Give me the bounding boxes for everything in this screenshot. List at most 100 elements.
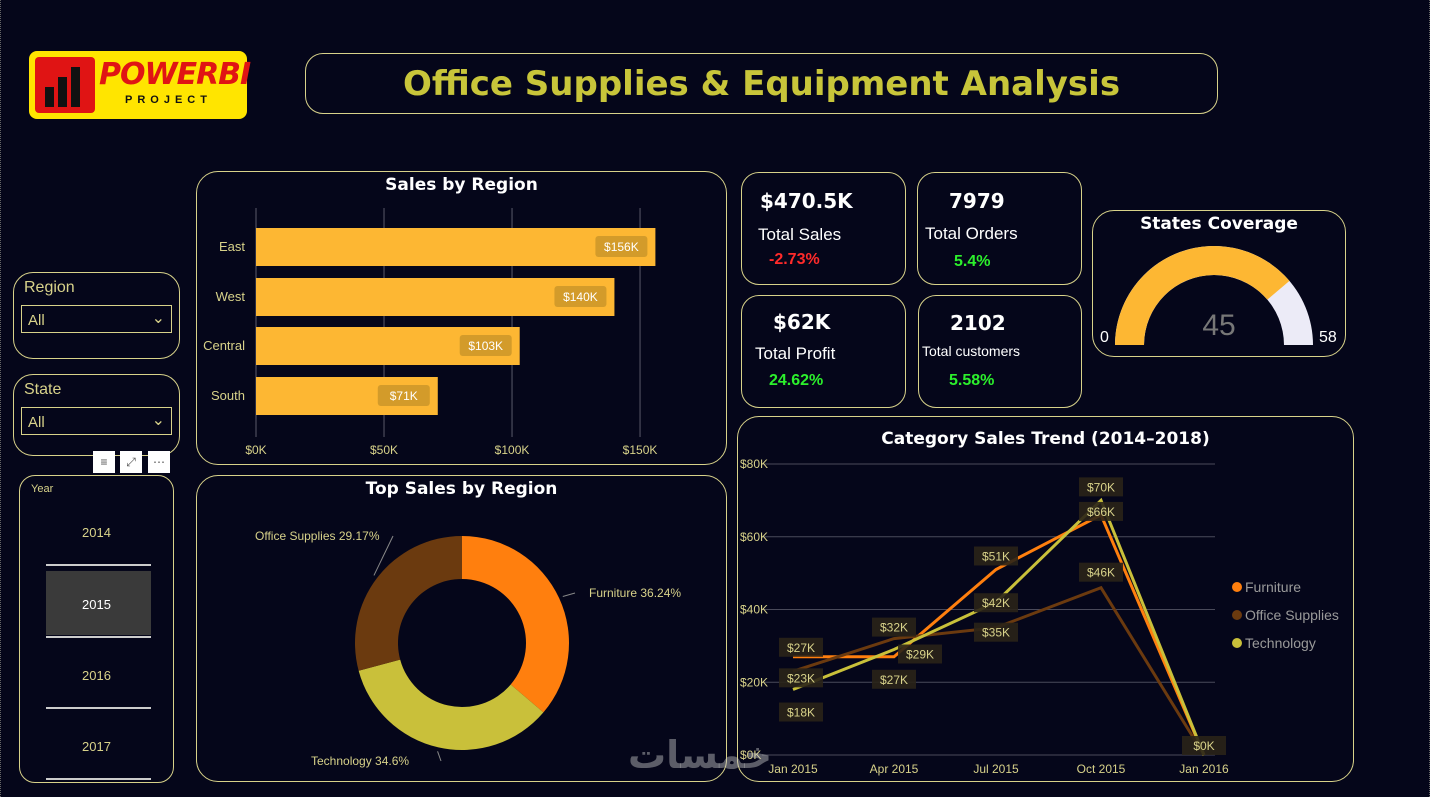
category-trend-chart: $0K $20K $40K $60K $80K Jan 2015 Apr 2015 Jul 2… — [740, 457, 1339, 776]
kpi-total-customers: 2102 Total customers 5.58% — [918, 295, 1082, 408]
bar-value-label-bg — [377, 385, 430, 406]
bar-x-tick: $100K — [495, 443, 530, 457]
year-item-2017[interactable]: 2017 — [82, 739, 111, 754]
donut-slice-office-supplies — [355, 536, 462, 671]
line-y-tick: $40K — [740, 603, 768, 617]
legend-marker — [1232, 638, 1242, 648]
legend-item-office-supplies: Office Supplies — [1245, 607, 1339, 623]
gauge-max: 58 — [1319, 329, 1337, 346]
line-data-label-bg — [1079, 501, 1123, 521]
donut-leader-line — [562, 592, 576, 597]
kpi-total-sales-delta: -2.73% — [769, 251, 820, 268]
line-x-tick: Jul 2015 — [973, 762, 1019, 776]
focus-mode-icon[interactable]: ⤢ — [120, 451, 142, 473]
line-data-label: $35K — [982, 626, 1010, 640]
state-dropdown[interactable]: All ⌄ — [21, 407, 172, 435]
donut-leader-line — [373, 535, 394, 576]
donut-slice-label: Technology 34.6% — [311, 754, 409, 768]
year-divider — [46, 778, 151, 780]
category-trend-card: Category Sales Trend (2014–2018) $0K $20K… — [737, 416, 1354, 782]
state-slicer-label: State — [24, 381, 62, 398]
logo-chart-icon — [35, 57, 95, 113]
year-divider — [46, 564, 151, 566]
legend-item-furniture: Furniture — [1245, 579, 1301, 595]
line-data-label-bg — [974, 593, 1018, 613]
bar-value-label-bg — [595, 236, 648, 257]
line-data-label-bg — [1182, 736, 1226, 755]
kpi-total-orders-delta: 5.4% — [954, 253, 991, 270]
bar-category-label: East — [219, 239, 245, 254]
logo: POWERBI PROJECT — [29, 51, 251, 119]
more-options-icon[interactable]: ⋯ — [148, 451, 170, 473]
year-item-2014[interactable]: 2014 — [82, 525, 111, 540]
line-data-label: $29K — [906, 648, 934, 662]
kpi-total-profit-value: $62K — [773, 310, 831, 334]
filter-icon[interactable]: ≡ — [93, 451, 115, 473]
gauge-min: 0 — [1100, 329, 1109, 346]
bar-value-label: $103K — [468, 339, 503, 353]
kpi-total-sales-label: Total Sales — [758, 225, 842, 244]
line-series-furniture — [793, 512, 1206, 756]
kpi-total-sales-value: $470.5K — [760, 189, 853, 213]
top-sales-donut: Furniture 36.24% Technology 34.6% Office S… — [255, 529, 681, 768]
bar-x-tick: $50K — [370, 443, 398, 457]
kpi-total-orders-value: 7979 — [949, 189, 1005, 213]
legend-item-technology: Technology — [1245, 635, 1316, 651]
line-data-label-bg — [779, 668, 823, 688]
line-data-label: $46K — [1087, 566, 1115, 580]
line-x-tick: Jan 2016 — [1179, 762, 1229, 776]
top-sales-title: Top Sales by Region — [365, 479, 558, 499]
top-sales-card: Top Sales by Region Furniture 36.24% Tech… — [196, 475, 727, 782]
kpi-total-customers-value: 2102 — [950, 311, 1006, 335]
bar-category-label: Central — [203, 338, 245, 353]
legend-marker — [1232, 610, 1242, 620]
gauge-value: 45 — [1202, 309, 1236, 342]
donut-leader-line — [437, 751, 442, 762]
kpi-total-orders-label: Total Orders — [925, 224, 1018, 243]
bar-value-label: $140K — [563, 290, 598, 304]
donut-slice-technology — [358, 659, 544, 750]
line-data-label: $27K — [787, 641, 815, 655]
line-data-label: $51K — [982, 549, 1010, 563]
year-item-2015-selected[interactable] — [46, 571, 151, 635]
kpi-total-orders: 7979 Total Orders 5.4% — [917, 172, 1082, 285]
kpi-total-profit: $62K Total Profit 24.62% — [741, 295, 906, 408]
line-data-label-bg — [1079, 477, 1123, 497]
bar-category-label: West — [216, 289, 246, 304]
chevron-down-icon: ⌄ — [151, 412, 165, 429]
logo-subtext: PROJECT — [125, 94, 212, 106]
line-data-label: $70K — [1087, 480, 1115, 494]
gauge-fill — [1115, 245, 1290, 345]
states-coverage-card: States Coverage 45 0 58 — [1092, 210, 1346, 357]
donut-slice-furniture — [462, 536, 569, 713]
line-data-label: $27K — [880, 673, 908, 687]
region-slicer-label: Region — [24, 279, 75, 296]
kpi-total-customers-delta: 5.58% — [949, 372, 995, 389]
line-y-tick: $80K — [740, 457, 768, 471]
logo-text: POWERBI — [99, 57, 251, 92]
line-x-tick: Apr 2015 — [870, 762, 919, 776]
kpi-total-customers-label: Total customers — [922, 343, 1021, 359]
bar-x-tick: $150K — [623, 443, 658, 457]
region-dropdown[interactable]: All ⌄ — [21, 305, 172, 333]
sales-by-region-card: Sales by Region $0K $50K $100K $150K East $15… — [196, 171, 727, 465]
year-item-2015[interactable]: 2015 — [82, 597, 111, 612]
line-x-tick: Jan 2015 — [768, 762, 818, 776]
line-y-tick: $60K — [740, 530, 768, 544]
line-data-label-bg — [872, 617, 916, 637]
line-data-label-bg — [898, 644, 942, 664]
page-title: Office Supplies & Equipment Analysis — [402, 63, 1121, 104]
sales-by-region-chart: $0K $50K $100K $150K East $156K West $140K Centr… — [203, 208, 658, 457]
year-item-2016[interactable]: 2016 — [82, 668, 111, 683]
donut-slice-label: Office Supplies 29.17% — [255, 529, 380, 543]
bar-value-label-bg — [554, 286, 607, 307]
line-y-tick: $0K — [740, 748, 761, 762]
year-slicer: Year 2014 2015 2016 2017 — [19, 475, 174, 783]
region-slicer: Region All ⌄ — [13, 272, 180, 359]
state-dropdown-value: All — [28, 414, 45, 431]
kpi-total-profit-label: Total Profit — [755, 344, 836, 363]
chevron-down-icon: ⌄ — [151, 310, 165, 327]
bar-x-tick: $0K — [245, 443, 266, 457]
line-data-label: $32K — [880, 621, 908, 635]
line-data-label: $23K — [787, 671, 815, 685]
